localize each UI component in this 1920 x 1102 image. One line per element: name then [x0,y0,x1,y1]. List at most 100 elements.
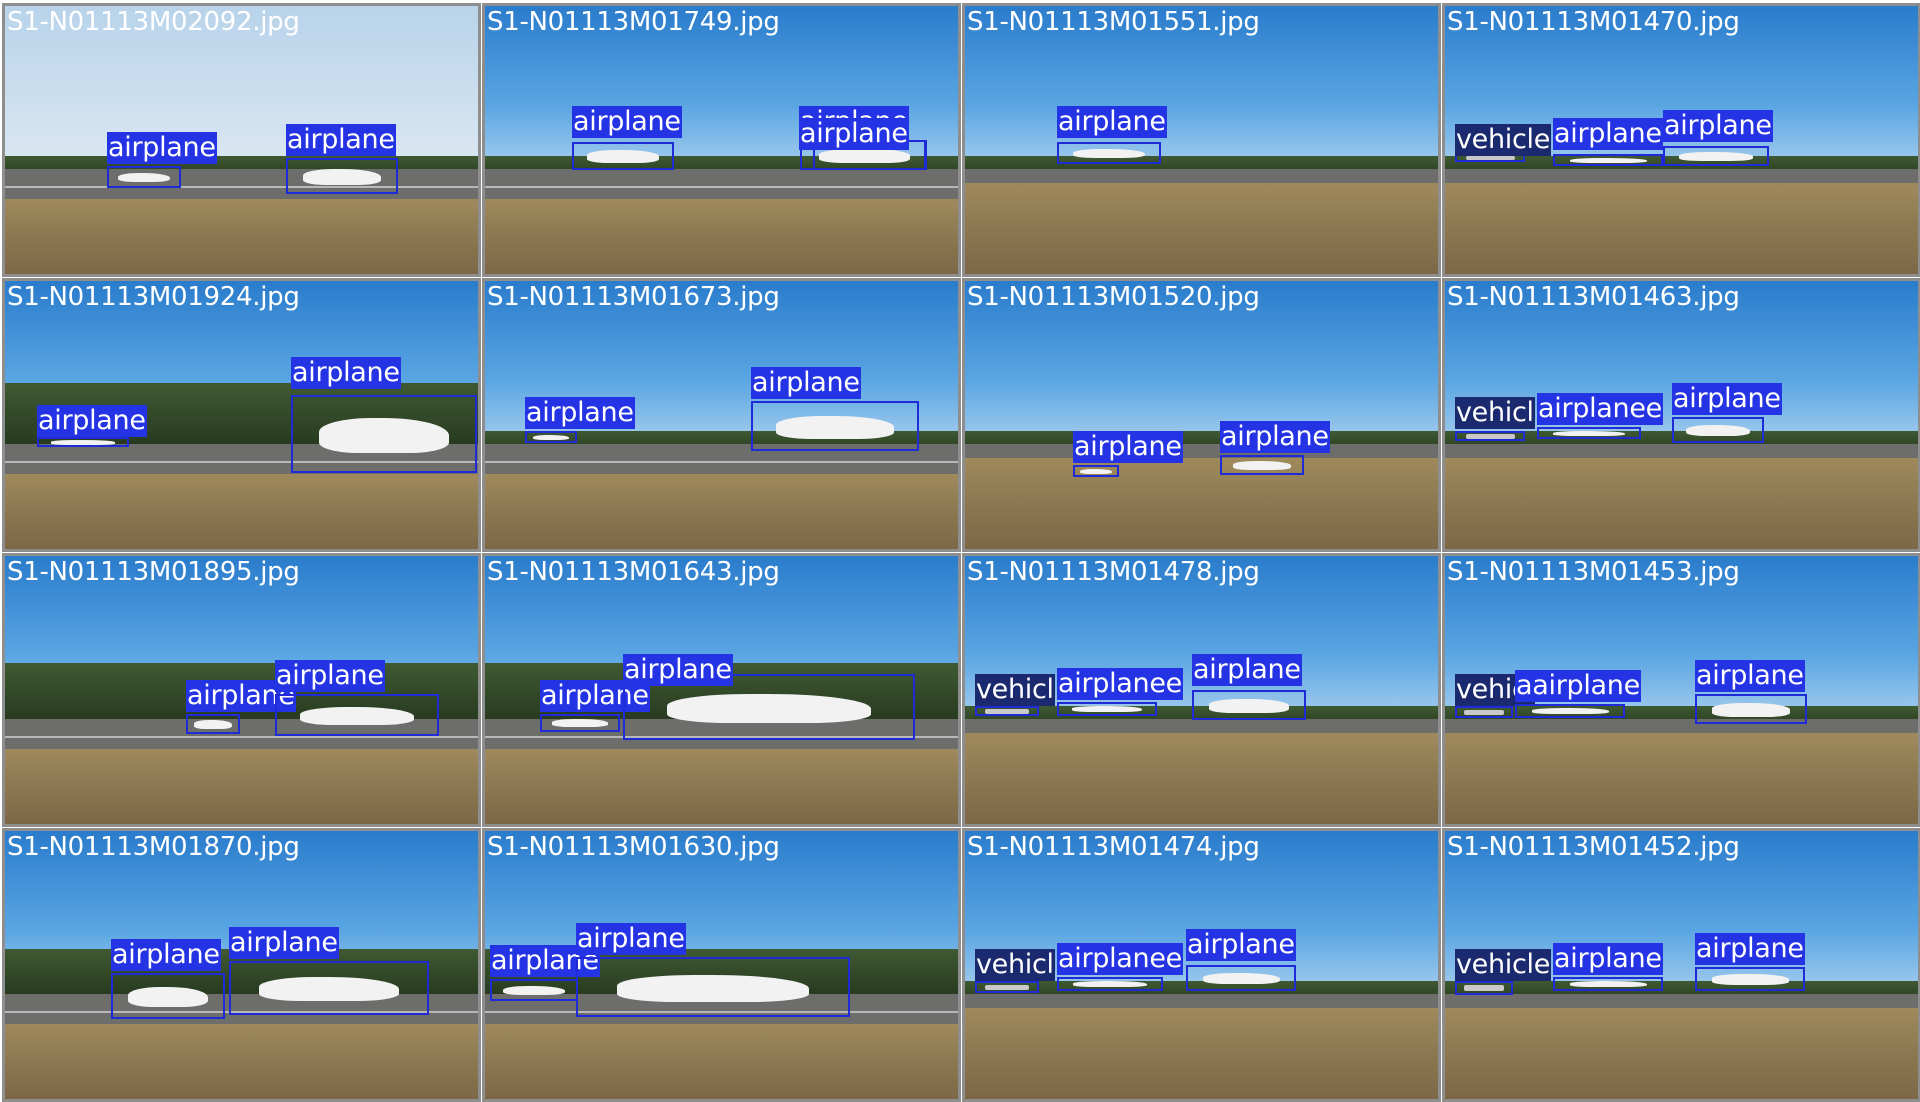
airplane-bbox [1695,967,1805,991]
image-tile: airplane airplane S1-N01113M01895.jpg [2,553,481,827]
airplane-shape [1569,157,1647,163]
grass-field [965,732,1438,824]
grass-field [1445,457,1918,549]
grass-field [965,1007,1438,1099]
sky [965,6,1438,173]
airplane-shape [1465,434,1515,439]
filename-label: S1-N01113M01673.jpg [487,282,780,312]
filename-label: S1-N01113M01895.jpg [7,557,300,587]
airplane-shape [552,719,608,728]
vehicle-label: vehicle [1455,124,1552,156]
airplane-shape [1209,699,1289,713]
airplane-label: airplanee [1057,668,1183,700]
airplane-shape [118,172,170,183]
airplane-shape [302,168,382,185]
airplane-bbox [1192,690,1306,720]
airplane-shape [1711,974,1789,985]
vehicle-label: vehicl [975,674,1055,706]
airplane-bbox [1057,142,1161,164]
airplane-shape [818,149,908,163]
airplane-shape [50,440,116,445]
airplane-bbox [1515,704,1625,718]
vehicle-bbox [1455,706,1513,718]
airplane-bbox [111,973,225,1019]
airplane-shape [1678,152,1754,161]
airplane-bbox [576,957,850,1017]
image-tile: vehicle airplane airplane S1-N01113M01470.j… [1442,3,1920,277]
airplane-label: airplane [576,923,686,955]
filename-label: S1-N01113M01630.jpg [487,832,780,862]
airplane-label: airplanee [1537,393,1663,425]
airplane-bbox [107,166,181,188]
airplane-label: airplane [1192,654,1302,686]
airplane-shape [1685,424,1751,437]
filename-label: S1-N01113M01749.jpg [487,7,780,37]
filename-label: S1-N01113M01478.jpg [967,557,1260,587]
airplane-shape [666,693,872,724]
filename-label: S1-N01113M01474.jpg [967,832,1260,862]
airplane-shape [776,416,894,439]
airplane-label: airplane [286,124,396,156]
grass-field [5,198,478,274]
airplane-bbox [186,714,240,734]
airplane-shape [194,720,232,729]
filename-label: S1-N01113M01463.jpg [1447,282,1740,312]
airplane-label: airplane [751,367,861,399]
runway-marking [5,185,478,188]
filename-label: S1-N01113M02092.jpg [7,7,300,37]
airplane-shape [532,434,570,440]
airplane-bbox [286,158,398,194]
image-tile: vehicle airplane airplane S1-N01113M01452.j… [1442,828,1920,1102]
airplane-shape [617,975,809,1002]
filename-label: S1-N01113M01870.jpg [7,832,300,862]
runway-marking [485,460,958,463]
airplane-label: airplane [623,654,733,686]
filename-label: S1-N01113M01551.jpg [967,7,1260,37]
image-tile: vehicl airplanee airplane S1-N01113M01463.j… [1442,278,1920,552]
image-tile: airplane airplane S1-N01113M01520.jpg [962,278,1441,552]
grass-field [5,748,478,824]
airplane-shape [1202,972,1280,985]
airplane-shape [259,977,399,1002]
runway-marking [485,1010,958,1013]
airplane-shape [1079,468,1113,474]
airplane-label: airplane [1186,929,1296,961]
airplane-bbox [37,437,129,447]
vehicle-label: vehicl [975,949,1055,981]
airplane-bbox [525,431,577,443]
airplane-shape [299,706,415,726]
filename-label: S1-N01113M01924.jpg [7,282,300,312]
vehicle-label: vehicle [1455,949,1552,981]
airplane-bbox [751,401,919,451]
vehicle-label: vehicl [1455,397,1535,429]
grass-field [5,473,478,549]
airplane-bbox [540,714,620,732]
airplane-shape [318,418,450,454]
airplane-shape [1072,706,1142,713]
airplane-label: airplane [1553,118,1663,150]
runway-marking [5,1010,478,1013]
runway-marking [485,185,958,188]
airplane-shape [587,150,659,163]
vehicle-bbox [975,981,1039,993]
filename-label: S1-N01113M01643.jpg [487,557,780,587]
airplane-shape [1072,148,1146,159]
filename-label: S1-N01113M01453.jpg [1447,557,1740,587]
airplane-bbox [490,979,578,1001]
airplane-label: airplane [799,118,909,150]
airplane-bbox [1073,465,1119,477]
airplane-shape [1072,981,1148,988]
image-tile: airplane airplane S1-N01113M01870.jpg [2,828,481,1102]
image-tile: vehicl aairplane airplane S1-N01113M01453.j… [1442,553,1920,827]
airplane-bbox [1695,694,1807,724]
grass-field [485,473,958,549]
airplane-shape [1463,709,1505,715]
vehicle-bbox [975,706,1039,716]
airplane-label: aairplane [1515,670,1641,702]
image-grid: airplane airplane S1-N01113M02092.jpg airpl… [2,3,1920,1102]
airplane-label: airplane [1057,106,1167,138]
airplane-shape [1465,156,1515,161]
airplane-bbox [1553,154,1663,166]
airplane-bbox [623,674,915,740]
airplane-shape [128,986,208,1008]
